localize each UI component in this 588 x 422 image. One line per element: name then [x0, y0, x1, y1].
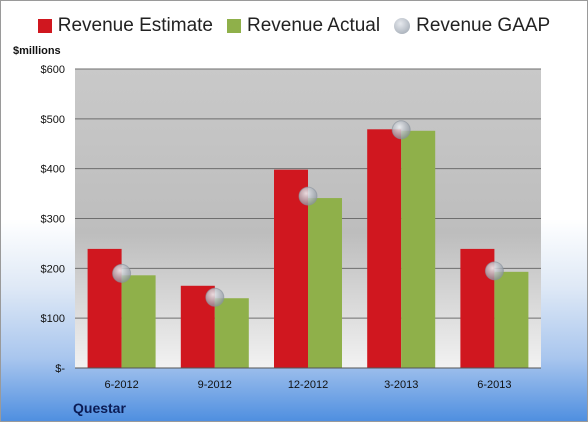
- legend-item-estimate: Revenue Estimate: [37, 15, 213, 37]
- legend-swatch-gaap: [394, 18, 411, 34]
- legend-label-estimate: Revenue Estimate: [57, 15, 213, 36]
- point-revenue-gaap: [298, 186, 318, 206]
- y-tick-label: $400: [41, 164, 65, 176]
- x-tick-label: 12-2012: [288, 379, 328, 391]
- point-revenue-gaap: [112, 263, 132, 283]
- bar-revenue-actual: [401, 130, 436, 368]
- x-tick-label: 6-2013: [477, 379, 511, 391]
- y-tick-label: $500: [41, 114, 65, 126]
- bar-revenue-actual: [121, 275, 156, 368]
- legend-swatch-actual: [227, 19, 241, 33]
- x-tick-label: 9-2012: [198, 379, 232, 391]
- point-revenue-gaap: [391, 120, 411, 140]
- y-tick-label: $200: [41, 263, 65, 275]
- x-tick-label: 3-2013: [384, 379, 418, 391]
- point-revenue-gaap: [205, 287, 225, 307]
- legend-swatch-estimate: [37, 19, 52, 33]
- y-tick-label: $100: [41, 313, 65, 325]
- legend-item-actual: Revenue Actual: [227, 15, 380, 37]
- bar-revenue-actual: [494, 271, 529, 368]
- y-axis-units-label: $millions: [13, 45, 61, 57]
- bar-revenue-actual: [214, 298, 249, 368]
- y-tick-label: $300: [41, 214, 65, 226]
- legend: Revenue Estimate Revenue Actual Revenue …: [1, 15, 587, 37]
- company-name: Questar: [73, 400, 126, 416]
- y-tick-label: $600: [41, 64, 65, 76]
- x-tick-label: 6-2012: [104, 379, 138, 391]
- bar-revenue-estimate: [367, 129, 402, 368]
- legend-label-actual: Revenue Actual: [247, 15, 381, 36]
- point-revenue-gaap: [484, 261, 504, 281]
- legend-label-gaap: Revenue GAAP: [416, 15, 551, 36]
- bar-revenue-actual: [308, 198, 342, 368]
- y-tick-label: $-: [55, 363, 65, 375]
- legend-item-gaap: Revenue GAAP: [394, 15, 550, 37]
